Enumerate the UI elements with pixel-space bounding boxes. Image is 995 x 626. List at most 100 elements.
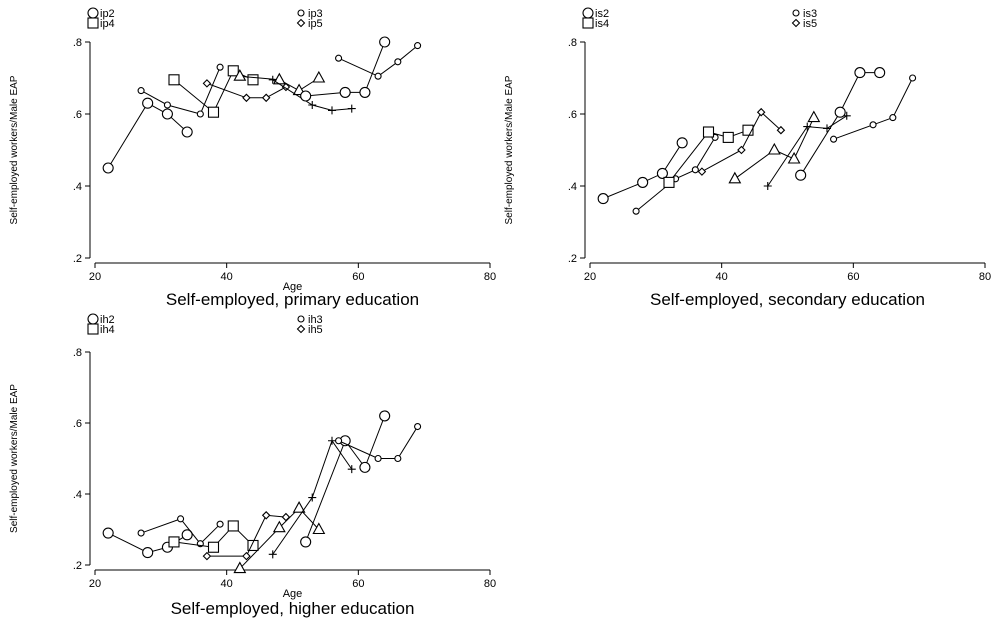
y-tick-label: .4 xyxy=(73,489,82,501)
data-point xyxy=(676,137,688,149)
data-point xyxy=(312,70,326,83)
series-is3 xyxy=(632,133,719,215)
x-tick-label: 20 xyxy=(89,578,101,590)
y-tick-label: .2 xyxy=(73,560,82,572)
data-point xyxy=(328,436,336,445)
series-cohort-5 xyxy=(233,501,326,574)
data-point xyxy=(308,101,317,109)
data-point xyxy=(261,93,271,103)
legend-label: ip3 xyxy=(308,8,323,20)
x-tick-label: 20 xyxy=(89,271,101,283)
legend-item-ih4: ih4 xyxy=(87,323,115,336)
data-point xyxy=(227,65,239,77)
data-point xyxy=(207,106,220,118)
data-point xyxy=(697,167,707,176)
legend-label: ih3 xyxy=(308,314,323,326)
legend-marker xyxy=(87,17,99,29)
data-point xyxy=(414,42,422,50)
data-point xyxy=(597,193,609,205)
data-point xyxy=(216,63,224,71)
data-point xyxy=(177,515,185,523)
series-line xyxy=(668,129,749,183)
data-point xyxy=(233,561,247,574)
data-point xyxy=(272,520,286,533)
series-line xyxy=(338,45,418,77)
series-line xyxy=(239,75,320,92)
data-point xyxy=(795,169,807,181)
y-tick-label: .8 xyxy=(73,347,82,359)
data-point xyxy=(347,465,356,474)
data-point xyxy=(632,207,640,215)
data-point xyxy=(728,171,742,184)
data-point xyxy=(268,550,277,559)
data-point xyxy=(335,437,343,445)
chart-title: Self-employed, secondary education xyxy=(650,290,925,309)
legend-item-ih5: ih5 xyxy=(296,324,323,336)
data-point xyxy=(722,131,734,143)
y-tick-label: .6 xyxy=(568,109,577,121)
series-ih4 xyxy=(168,520,259,553)
data-point xyxy=(374,72,382,80)
series-cohort-6 xyxy=(763,111,851,190)
legend-item-is3: is3 xyxy=(792,8,817,20)
legend-marker xyxy=(791,18,801,28)
chart-title: Self-employed, higher education xyxy=(171,599,415,618)
y-tick-label: .6 xyxy=(73,109,82,121)
legend-marker xyxy=(582,17,594,29)
data-point xyxy=(742,124,754,136)
y-axis-label: Self-employed workers/Male EAP xyxy=(504,75,515,224)
series-line xyxy=(701,111,782,173)
series-line xyxy=(173,525,254,548)
data-point xyxy=(163,101,171,109)
data-point xyxy=(281,512,291,522)
series-cohort-5 xyxy=(728,110,821,184)
data-point xyxy=(767,142,781,155)
data-point xyxy=(207,541,220,553)
series-line xyxy=(734,117,815,180)
data-point xyxy=(637,176,649,188)
series-line xyxy=(602,142,683,200)
legend-label: ih4 xyxy=(100,324,115,336)
data-point xyxy=(787,151,801,164)
series-line xyxy=(272,439,353,555)
data-point xyxy=(347,104,356,113)
series-ip4 xyxy=(168,65,259,118)
y-tick-label: .4 xyxy=(73,181,82,193)
series-line xyxy=(800,72,880,176)
legend-label: ip2 xyxy=(100,8,115,20)
data-point xyxy=(663,176,675,188)
data-point xyxy=(181,529,193,541)
x-tick-label: 40 xyxy=(221,271,233,283)
series-cohort-8 xyxy=(335,422,422,463)
legend-label: is5 xyxy=(803,18,817,30)
y-tick-label: .8 xyxy=(568,37,577,49)
legend-marker xyxy=(87,323,99,335)
data-point xyxy=(168,536,180,548)
data-point xyxy=(374,454,382,463)
x-tick-label: 20 xyxy=(584,271,596,283)
legend-item-ip3: ip3 xyxy=(297,8,323,20)
data-point xyxy=(300,536,312,548)
data-point xyxy=(339,86,351,98)
data-point xyxy=(247,539,259,552)
data-point xyxy=(142,547,154,559)
legend-item-ip4: ip4 xyxy=(87,17,115,30)
y-axis-label: Self-employed workers/Male EAP xyxy=(9,384,20,533)
x-axis-label: Age xyxy=(283,281,303,293)
data-point xyxy=(261,511,271,520)
data-point xyxy=(394,454,402,463)
series-line xyxy=(206,82,287,99)
data-point xyxy=(102,162,114,174)
y-tick-label: .2 xyxy=(568,253,577,265)
chart-title: Self-employed, primary education xyxy=(166,290,419,309)
data-point xyxy=(737,145,746,155)
data-point xyxy=(137,529,145,537)
data-point xyxy=(807,110,821,123)
series-cohort-7 xyxy=(300,36,391,102)
data-point xyxy=(233,69,247,81)
data-point xyxy=(308,493,317,502)
series-cohort-6 xyxy=(268,75,356,115)
data-point xyxy=(379,36,391,48)
legend-label: is4 xyxy=(595,18,609,30)
